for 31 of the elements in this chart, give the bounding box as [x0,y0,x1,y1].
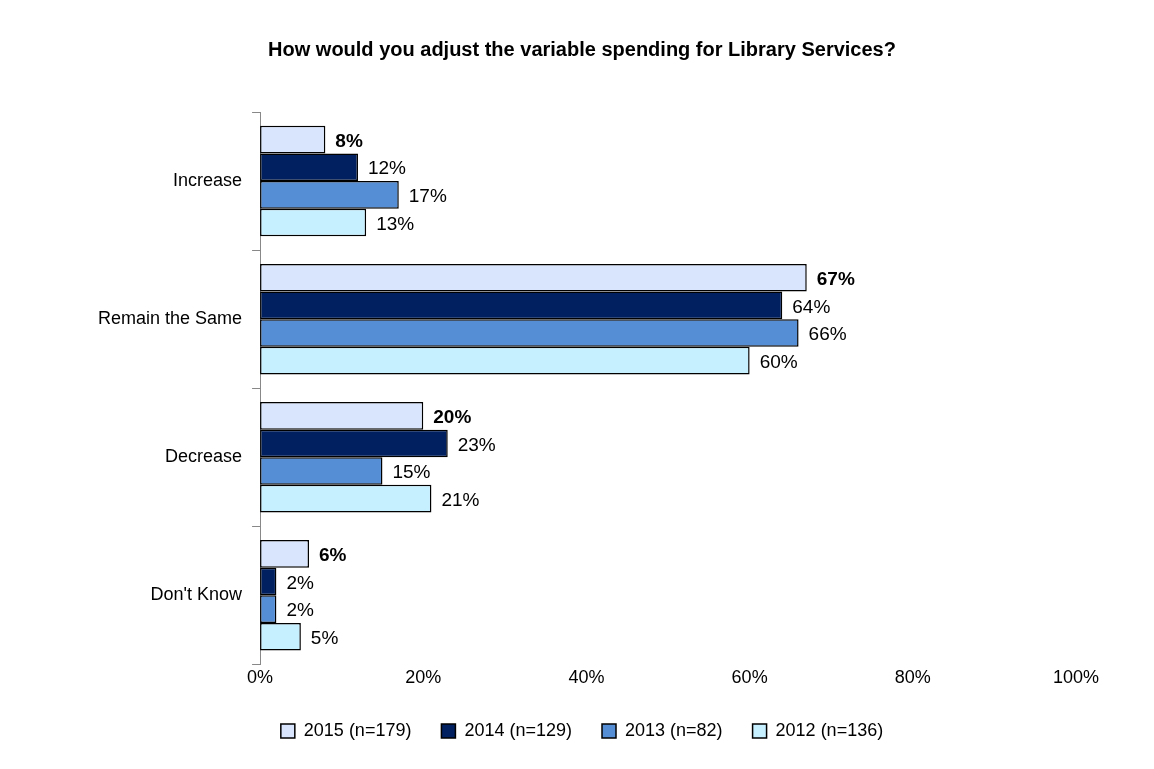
y-tick-label: Remain the Same [97,308,243,329]
legend-label: 2012 (n=136) [775,719,884,740]
data-label: 67% [816,267,855,289]
data-label: 20% [433,406,472,428]
legend-label: 2014 (n=129) [464,719,573,740]
data-label: 6% [319,544,347,566]
data-label: 5% [310,627,339,649]
data-label: 2% [286,599,314,621]
data-label: 66% [808,323,847,345]
x-tick-label: 0% [247,667,274,688]
data-label: 60% [759,350,798,372]
data-label: 21% [441,488,480,510]
x-tick-label: 40% [568,667,605,688]
data-label: 64% [792,295,831,317]
data-label: 13% [376,212,415,234]
y-tick-label: Increase [173,170,243,191]
y-tick-label: Don't Know [150,584,244,605]
data-label: 2% [286,571,314,593]
data-label: 17% [408,185,447,207]
x-tick-label: 20% [405,667,442,688]
x-tick-label: 60% [731,667,768,688]
data-label: 15% [392,461,431,483]
legend-label: 2013 (n=82) [625,719,723,740]
data-label: 12% [367,157,407,179]
x-tick-label: 80% [894,667,931,688]
legend-label: 2015 (n=179) [303,719,412,740]
y-tick-label: Decrease [165,446,243,467]
chart-title: How would you adjust the variable spending for Library Services? [268,37,896,60]
data-label: 8% [335,129,363,151]
data-label: 23% [457,433,496,455]
x-tick-label: 100% [1052,667,1100,688]
